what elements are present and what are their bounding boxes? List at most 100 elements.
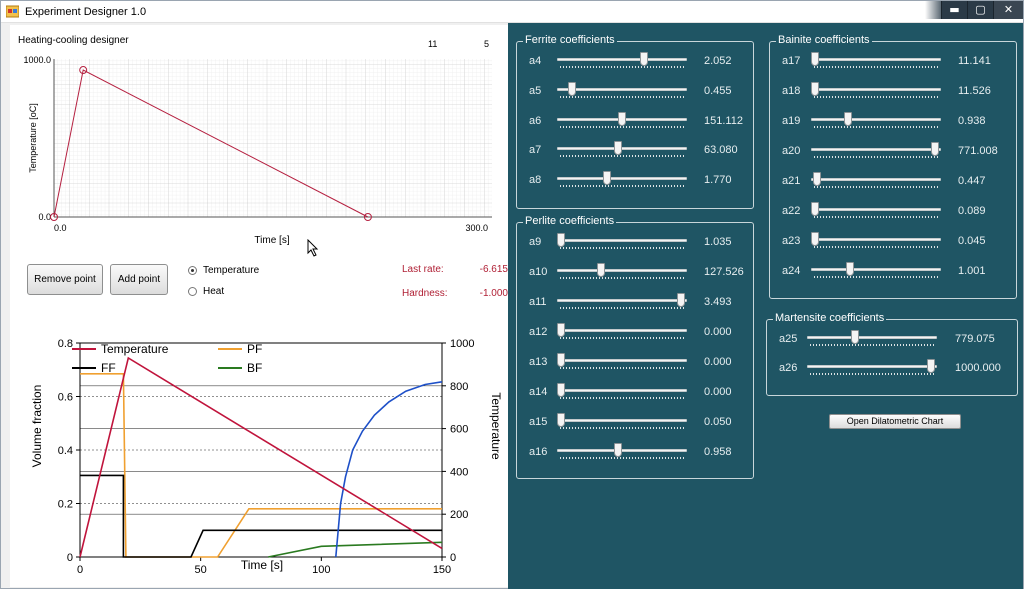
designer-count-a: 11 [428,39,438,49]
window-controls: ▬ ▢ ✕ [925,1,1023,21]
heating-cooling-designer-chart[interactable]: 1000.0 0.0 0.0 300.0 Time [s] Temperatur… [10,25,508,250]
designer-point-2[interactable] [363,213,372,221]
slider-label-a11: a11 [529,296,547,308]
legend-label-pf: PF [247,342,262,356]
slider-track-a9[interactable] [557,239,687,242]
slider-value-a24: 1.001 [958,265,986,277]
designer-y-min: 0.0 [38,212,51,222]
slider-track-a12[interactable] [557,329,687,332]
maximize-button[interactable]: ▢ [967,1,993,19]
slider-row-a12: a12 0.000 [517,322,753,342]
slider-value-a26: 1000.000 [955,362,1001,374]
slider-thumb-a13[interactable] [557,353,565,367]
slider-thumb-a17[interactable] [811,52,819,66]
slider-label-a25: a25 [779,333,798,345]
remove-point-button[interactable]: Remove point [27,264,103,295]
slider-row-a13: a13 0.000 [517,352,753,372]
y2-tick-label: 200 [450,509,468,521]
slider-thumb-a9[interactable] [557,233,565,247]
slider-value-a12: 0.000 [704,326,732,338]
slider-track-a17[interactable] [811,58,941,61]
slider-thumb-a23[interactable] [811,232,819,246]
slider-track-a11[interactable] [557,299,687,302]
slider-ticks-a25 [810,344,934,346]
slider-thumb-a7[interactable] [614,141,623,156]
slider-track-a21[interactable] [811,178,941,181]
slider-ticks-a23 [814,246,938,248]
slider-thumb-a20[interactable] [930,142,939,156]
slider-row-a10: a10 127.526 [517,262,753,282]
slider-track-a22[interactable] [811,208,941,211]
slider-track-a13[interactable] [557,359,687,362]
slider-label-a16: a16 [529,446,548,458]
slider-thumb-a16[interactable] [614,443,623,457]
left-panel: Heating-cooling designer 11 5 1000.0 0.0… [10,25,508,587]
slider-ticks-a18 [814,96,938,98]
slider-label-a7: a7 [529,144,542,157]
close-button[interactable]: ✕ [993,1,1023,19]
slider-thumb-a22[interactable] [811,202,819,216]
slider-thumb-a18[interactable] [811,82,819,96]
slider-track-a4[interactable] [557,58,687,61]
radio-heat[interactable]: Heat [188,286,224,297]
slider-track-a25[interactable] [807,336,937,339]
slider-row-a15: a15 0.050 [517,412,753,432]
slider-track-a10[interactable] [557,269,687,272]
radio-temperature-indicator[interactable] [188,266,197,275]
radio-temperature-label: Temperature [203,265,260,276]
slider-thumb-a15[interactable] [557,413,565,427]
add-point-button[interactable]: Add point [110,264,168,295]
slider-thumb-a5[interactable] [567,81,576,96]
designer-point-1[interactable] [79,66,88,75]
slider-thumb-a26[interactable] [926,359,935,373]
slider-track-a18[interactable] [811,88,941,91]
slider-thumb-a24[interactable] [846,262,855,276]
slider-thumb-a21[interactable] [813,172,822,186]
slider-track-a14[interactable] [557,389,687,392]
slider-value-a6: 151.112 [704,114,743,127]
slider-thumb-a10[interactable] [597,263,606,277]
slider-value-a5: 0.455 [704,84,732,97]
slider-thumb-a6[interactable] [618,111,626,126]
radio-heat-indicator[interactable] [188,287,197,296]
slider-track-a26[interactable] [807,365,937,368]
slider-thumb-a25[interactable] [850,330,859,344]
hardness-value: -1.000 [479,288,508,299]
slider-track-a20[interactable] [811,148,941,151]
minimize-button[interactable]: ▬ [941,1,967,19]
slider-label-a21: a21 [782,175,801,187]
slider-row-a19: a19 0.938 [770,111,1016,131]
coefficients-panel: Ferrite coefficients a4 2.052 a5 0.455 a6 151… [508,23,1023,589]
slider-ticks-a14 [560,397,684,399]
slider-track-a23[interactable] [811,238,941,241]
slider-label-a18: a18 [782,85,801,97]
martensite-group-title: Martensite coefficients [773,312,887,324]
slider-track-a5[interactable] [557,87,687,91]
slider-thumb-a8[interactable] [603,171,612,186]
open-dilatometric-chart-button[interactable]: Open Dilatometric Chart [829,414,961,429]
slider-row-a16: a16 0.958 [517,442,753,462]
slider-thumb-a14[interactable] [557,383,565,397]
slider-track-a19[interactable] [811,118,941,121]
perlite-coefficients-group: Perlite coefficients a9 1.035 a10 127.526 a1… [516,215,754,479]
slider-row-a6: a6 151.112 [517,111,753,131]
slider-ticks-a22 [814,216,938,218]
slider-track-a24[interactable] [811,268,941,271]
radio-temperature[interactable]: Temperature [188,265,259,276]
series-line-bf [268,541,443,558]
slider-row-a9: a9 1.035 [517,232,753,252]
slider-thumb-a4[interactable] [639,52,648,66]
slider-thumb-a12[interactable] [557,323,565,337]
slider-thumb-a11[interactable] [676,293,685,307]
slider-thumb-a19[interactable] [843,112,852,126]
slider-value-a25: 779.075 [955,333,995,345]
slider-row-a24: a24 1.001 [770,261,1016,281]
slider-track-a8[interactable] [557,177,687,181]
slider-ticks-a16 [560,457,684,459]
last-rate-value: -6.615 [479,264,508,275]
designer-point-0[interactable] [50,213,58,221]
slider-track-a15[interactable] [557,419,687,422]
slider-ticks-a21 [814,186,938,188]
slider-value-a22: 0.089 [958,205,986,217]
